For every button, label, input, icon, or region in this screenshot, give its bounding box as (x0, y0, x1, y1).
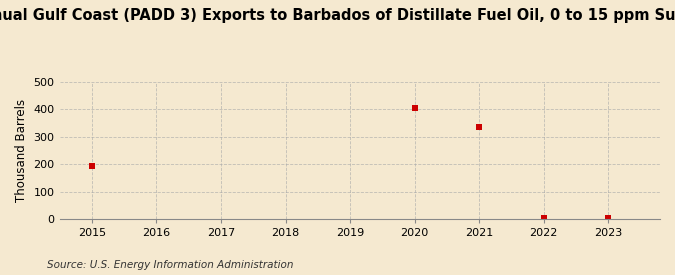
Text: Annual Gulf Coast (PADD 3) Exports to Barbados of Distillate Fuel Oil, 0 to 15 p: Annual Gulf Coast (PADD 3) Exports to Ba… (0, 8, 675, 23)
Y-axis label: Thousand Barrels: Thousand Barrels (15, 99, 28, 202)
Text: Source: U.S. Energy Information Administration: Source: U.S. Energy Information Administ… (47, 260, 294, 270)
